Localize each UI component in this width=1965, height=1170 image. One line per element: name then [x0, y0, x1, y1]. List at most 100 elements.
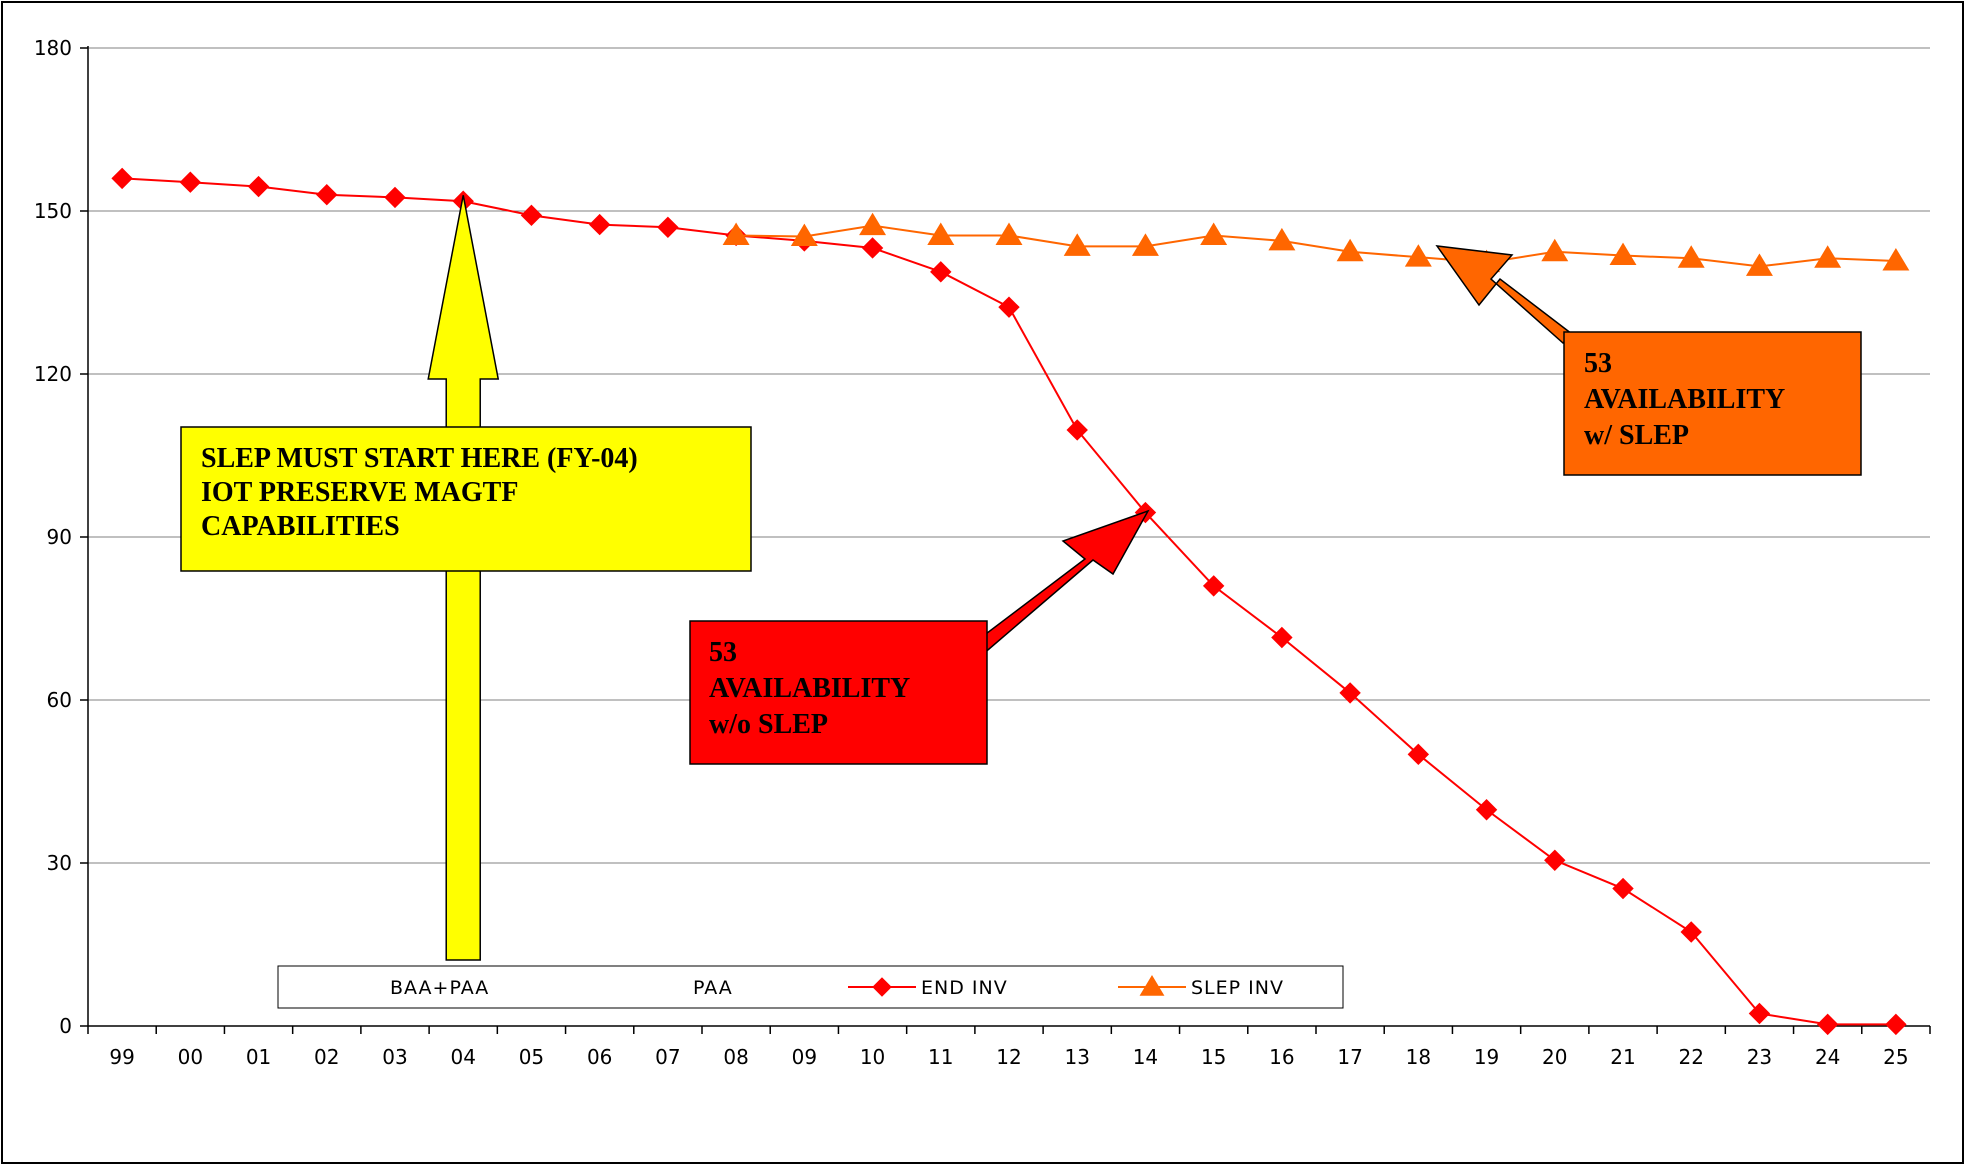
x-tick-label: 12 — [996, 1045, 1021, 1069]
data-point — [111, 167, 133, 190]
data-point — [1063, 233, 1091, 256]
legend: BAA+PAA PAA END INV SLEP INV — [277, 965, 1344, 1009]
callout-box — [180, 426, 752, 572]
y-tick-label: 0 — [59, 1014, 72, 1038]
callout-box — [689, 620, 988, 765]
data-point — [1339, 682, 1361, 704]
x-tick-label: 16 — [1269, 1045, 1294, 1069]
data-point — [520, 204, 543, 227]
x-tick-label: 24 — [1815, 1045, 1840, 1069]
y-tick-label: 30 — [47, 851, 72, 875]
x-tick-label: 11 — [928, 1045, 953, 1069]
data-point — [998, 296, 1020, 318]
series-line — [736, 224, 1896, 268]
axes: 0 30 60 90 120 150 180 99 00 01 02 03 04 05 06 07 08 09 10… — [34, 36, 1931, 1069]
data-point — [1336, 238, 1364, 262]
x-tick-label: 09 — [792, 1045, 817, 1069]
x-tick-label: 05 — [519, 1045, 544, 1069]
x-tick-label: 99 — [109, 1045, 134, 1069]
data-point — [1200, 222, 1228, 245]
data-point — [247, 175, 270, 198]
data-point — [1271, 626, 1293, 649]
series-layer — [111, 167, 1910, 1036]
data-point — [1131, 233, 1159, 256]
x-tick-label: 21 — [1610, 1045, 1635, 1069]
data-point — [384, 186, 406, 209]
callout-text-line: CAPABILITIES — [201, 511, 400, 542]
legend-label: BAA+PAA — [390, 977, 489, 999]
x-tick-label: 20 — [1542, 1045, 1567, 1069]
legend-item: SLEP INV — [1118, 975, 1284, 999]
callout-slep-start: SLEP MUST START HERE (FY-04)IOT PRESERVE… — [180, 426, 752, 572]
data-point — [861, 237, 884, 259]
legend-label: SLEP INV — [1191, 977, 1284, 999]
y-tick-label: 120 — [34, 362, 72, 386]
data-point — [1677, 245, 1705, 268]
callout-availability-without-slep: 53 AVAILABILITY w/o SLEP — [689, 620, 988, 765]
data-point — [657, 216, 679, 239]
x-tick-label: 17 — [1337, 1045, 1362, 1069]
callout-text-line: AVAILABILITY — [709, 673, 910, 704]
data-point — [1407, 743, 1430, 766]
x-tick-label: 02 — [314, 1045, 339, 1069]
data-point — [1268, 227, 1296, 251]
legend-swatch-marker — [872, 977, 892, 997]
data-point — [316, 183, 338, 206]
legend-item: PAA — [693, 977, 732, 999]
legend-item: BAA+PAA — [390, 977, 489, 999]
x-tick-label: 04 — [450, 1045, 475, 1069]
x-tick-label: 03 — [382, 1045, 407, 1069]
callout-text-line: 53 — [1584, 348, 1612, 379]
data-point — [995, 222, 1023, 245]
x-tick-label: 18 — [1406, 1045, 1431, 1069]
data-point — [588, 213, 611, 236]
callout-text-line: w/ SLEP — [1584, 420, 1689, 451]
y-tick-label: 150 — [34, 199, 72, 223]
data-point — [1816, 1013, 1839, 1036]
data-point — [930, 261, 952, 283]
data-point — [859, 212, 887, 236]
data-point — [1748, 1002, 1771, 1025]
arrow-availability-without-slep — [960, 509, 1150, 662]
y-tick-label: 90 — [47, 525, 72, 549]
data-point — [1882, 248, 1910, 271]
arrow-availability-with-slep — [1435, 245, 1574, 345]
legend-item: END INV — [848, 977, 1008, 999]
y-tick-label: 180 — [34, 36, 72, 60]
x-tick-label: 13 — [1064, 1045, 1089, 1069]
data-point — [1680, 921, 1702, 943]
callout-text-line: w/o SLEP — [709, 709, 828, 740]
data-point — [1541, 238, 1569, 262]
data-point — [1814, 245, 1842, 268]
data-point — [179, 171, 202, 193]
legend-label: END INV — [921, 977, 1008, 999]
callout-text-line: IOT PRESERVE MAGTF — [201, 477, 518, 508]
callout-text-line: 53 — [709, 637, 737, 668]
data-point — [1066, 419, 1088, 441]
callout-text-line: AVAILABILITY — [1584, 384, 1785, 415]
arrow-slep-start — [427, 195, 500, 961]
data-point — [1745, 253, 1773, 276]
y-tick-label: 60 — [47, 688, 72, 712]
x-tick-label: 00 — [178, 1045, 203, 1069]
data-point — [1609, 242, 1637, 266]
data-point — [1544, 849, 1566, 871]
x-tick-label: 23 — [1747, 1045, 1772, 1069]
data-point — [1612, 877, 1634, 900]
data-point — [1475, 799, 1498, 821]
data-point — [927, 222, 955, 245]
x-tick-label: 22 — [1678, 1045, 1703, 1069]
x-tick-label: 08 — [723, 1045, 748, 1069]
x-tick-label: 07 — [655, 1045, 680, 1069]
x-tick-label: 14 — [1133, 1045, 1158, 1069]
x-tick-label: 15 — [1201, 1045, 1226, 1069]
callout-text-line: SLEP MUST START HERE (FY-04) — [201, 443, 638, 474]
data-point — [722, 222, 750, 245]
series-end-inv — [111, 167, 1907, 1036]
x-tick-label: 10 — [860, 1045, 885, 1069]
x-tick-label: 25 — [1883, 1045, 1908, 1069]
x-tick-label: 06 — [587, 1045, 612, 1069]
data-point — [1885, 1013, 1907, 1036]
